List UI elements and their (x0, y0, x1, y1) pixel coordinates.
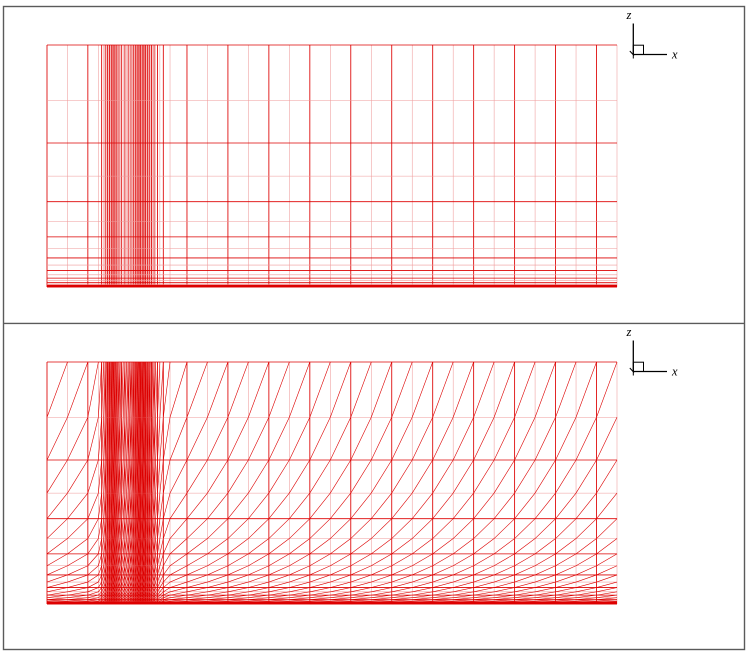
svg-text:z: z (626, 325, 632, 339)
svg-text:z: z (626, 8, 632, 22)
svg-text:x: x (671, 48, 678, 62)
svg-text:x: x (671, 365, 678, 379)
